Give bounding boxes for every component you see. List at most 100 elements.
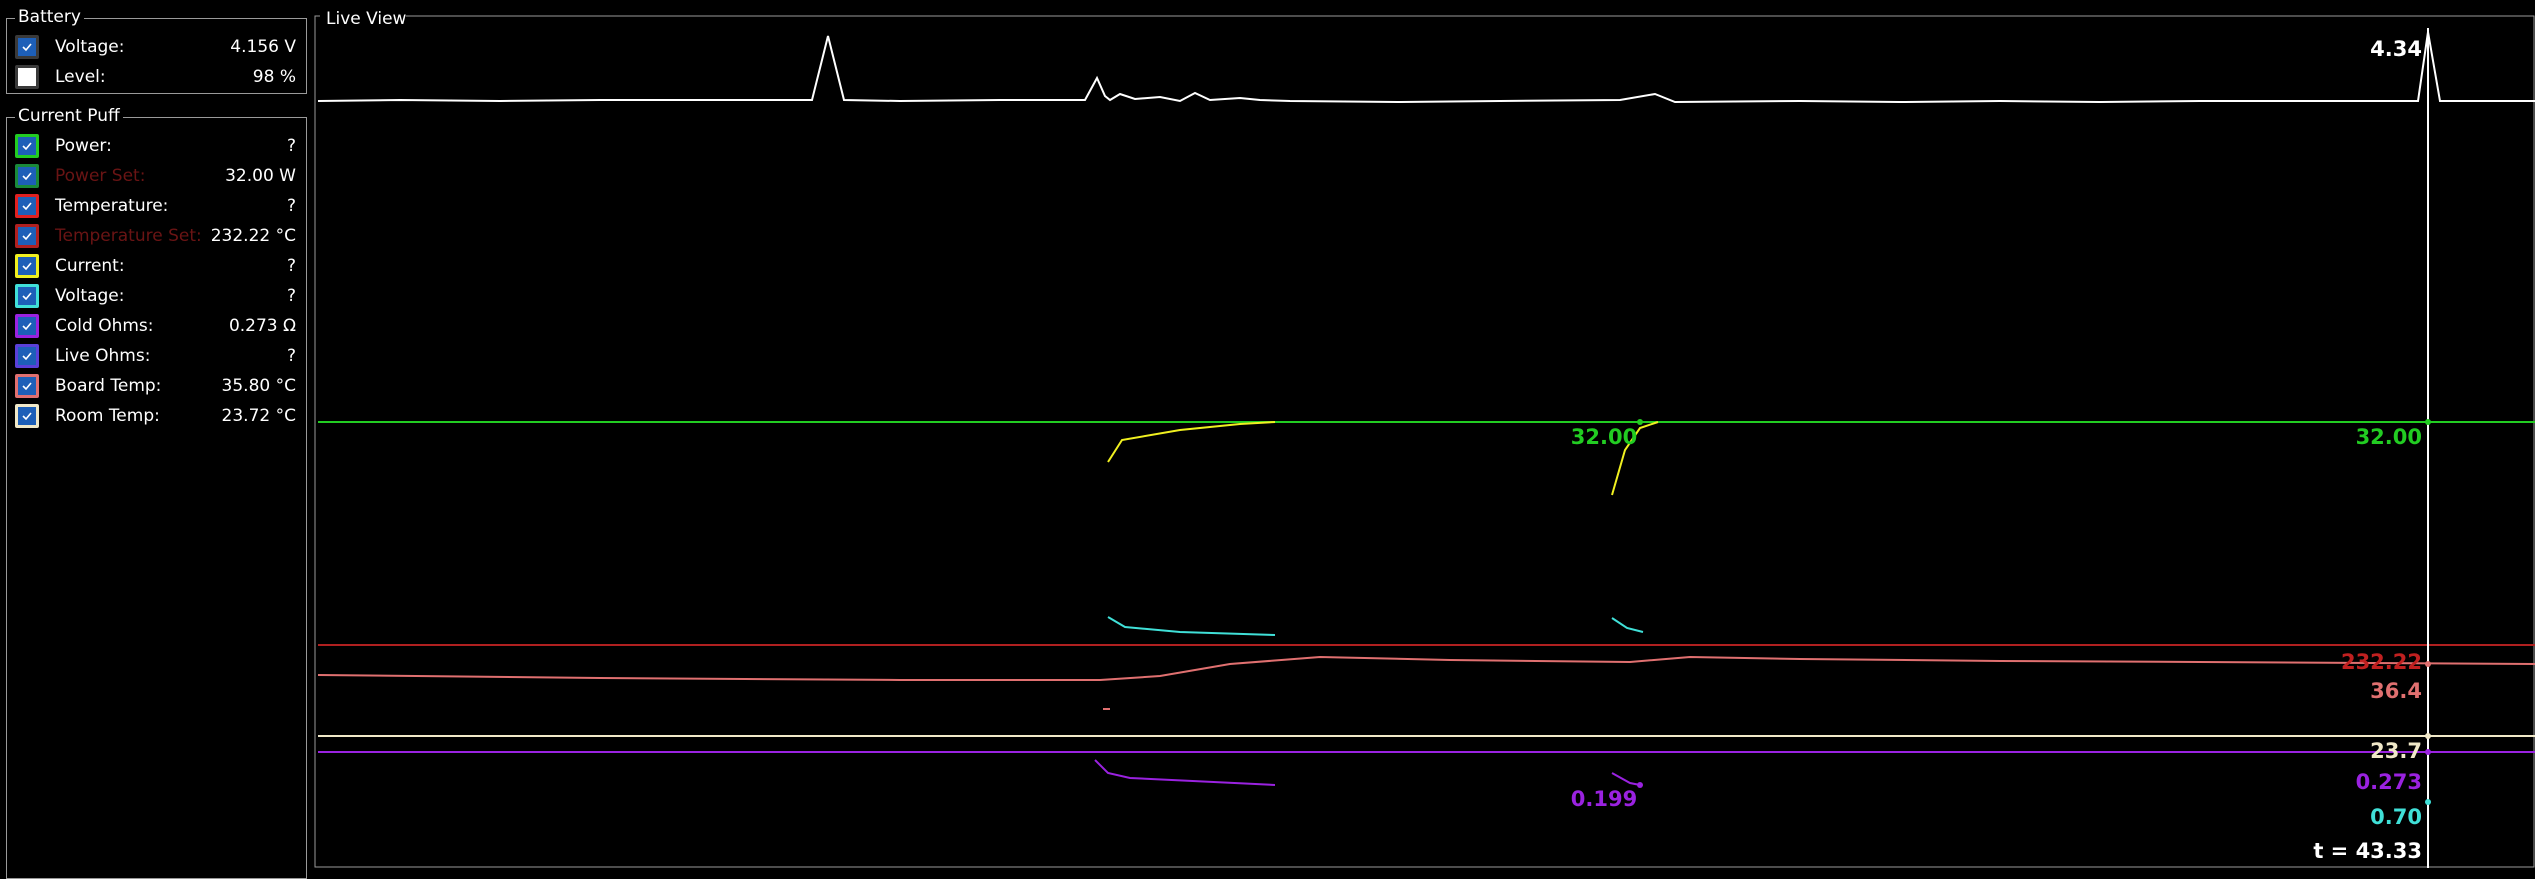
live-value-label: 4.34	[2370, 37, 2422, 61]
live-value-label: 0.70	[2370, 805, 2422, 829]
check-mark	[22, 322, 32, 331]
setting-label: Temperature:	[55, 196, 169, 216]
check-stroke	[22, 202, 32, 211]
setting-row: Current:?	[15, 254, 296, 280]
setting-label: Current:	[55, 256, 125, 276]
board-temp-trace	[317, 655, 2535, 681]
voltage-trace	[1611, 617, 1644, 633]
current-trace	[1107, 421, 1276, 463]
check-stroke	[22, 142, 32, 151]
trace-dot	[1637, 782, 1643, 788]
live-value-label: 232.22	[2341, 650, 2422, 674]
setting-value: ?	[286, 256, 296, 276]
check-mark	[22, 43, 32, 52]
setting-label: Level:	[55, 67, 106, 87]
checkbox[interactable]	[15, 134, 39, 158]
setting-row: Cold Ohms: 0.273 Ω	[15, 314, 296, 340]
cursor-dot	[2425, 749, 2431, 755]
battery-panel: Battery Voltage: 4.156 V Level: 98 %	[6, 7, 307, 94]
panel-title: Current Puff	[15, 106, 123, 126]
setting-label: Room Temp:	[55, 406, 160, 426]
setting-label: Voltage:	[55, 37, 125, 57]
live-view-frame	[314, 15, 2535, 868]
check-stroke	[22, 43, 32, 52]
live-ohms-trace	[1611, 772, 1641, 786]
cursor-dot	[2425, 419, 2431, 425]
trace-dot	[1637, 419, 1643, 425]
checkbox[interactable]	[15, 65, 39, 89]
setting-label: Temperature Set:	[55, 226, 202, 246]
check-mark	[22, 202, 32, 211]
setting-row: Power Set: 32.00 W	[15, 164, 296, 190]
live-value-label: 0.199	[1571, 787, 1637, 811]
setting-row: Board Temp: 35.80 °C	[15, 374, 296, 400]
setting-row: Temperature:?	[15, 194, 296, 220]
setting-row: Power:?	[15, 134, 296, 160]
live-value-label: 36.4	[2370, 679, 2422, 703]
setting-row: Temperature Set: 232.22 °C	[15, 224, 296, 250]
setting-label: Board Temp:	[55, 376, 162, 396]
checkbox[interactable]	[15, 374, 39, 398]
setting-value: ?	[286, 136, 296, 156]
voltage-trace	[1107, 616, 1276, 636]
setting-value: 35.80 °C	[221, 376, 296, 396]
checkbox[interactable]	[15, 224, 39, 248]
setting-label: Live Ohms:	[55, 346, 151, 366]
checkbox[interactable]	[15, 194, 39, 218]
check-stroke	[22, 232, 32, 241]
checkbox[interactable]	[15, 35, 39, 59]
setting-row: Live Ohms:?	[15, 344, 296, 370]
setting-label: Cold Ohms:	[55, 316, 154, 336]
setting-value: 23.72 °C	[221, 406, 296, 426]
checkbox[interactable]	[15, 254, 39, 278]
check-stroke	[22, 382, 32, 391]
setting-value: 4.156 V	[230, 37, 296, 57]
live-ohms-trace	[1094, 759, 1276, 786]
setting-row: Voltage:?	[15, 284, 296, 310]
live-view-title: Live View	[326, 9, 407, 29]
check-mark	[22, 292, 32, 301]
live-value-label: 0.273	[2356, 770, 2422, 794]
cursor-dot	[2425, 661, 2431, 667]
current-trace	[1611, 421, 1659, 496]
setting-label: Power Set:	[55, 166, 146, 186]
live-value-label: t = 43.33	[2313, 839, 2422, 863]
setting-value: 98 %	[252, 67, 296, 87]
checkbox[interactable]	[15, 344, 39, 368]
checkbox[interactable]	[15, 164, 39, 188]
check-stroke	[22, 322, 32, 331]
setting-row: Room Temp: 23.72 °C	[15, 404, 296, 430]
battery-voltage-trace	[317, 31, 2535, 104]
check-mark	[22, 382, 32, 391]
setting-label: Voltage:	[55, 286, 125, 306]
checkbox[interactable]	[15, 284, 39, 308]
setting-value: ?	[286, 346, 296, 366]
setting-value: ?	[286, 286, 296, 306]
current-puff-panel: Current Puff Power:? Power Set: 32.00 W Tem…	[6, 106, 307, 879]
checkbox[interactable]	[15, 314, 39, 338]
check-mark	[22, 412, 32, 421]
check-mark	[22, 232, 32, 241]
checkbox[interactable]	[15, 404, 39, 428]
cursor-dot	[2425, 733, 2431, 739]
setting-value: 0.273 Ω	[228, 316, 296, 336]
check-mark	[22, 172, 32, 181]
setting-value: 232.22 °C	[210, 226, 296, 246]
setting-value: 32.00 W	[225, 166, 296, 186]
setting-row: Voltage: 4.156 V	[15, 35, 296, 61]
panel-title: Battery	[15, 7, 84, 27]
live-value-label: 23.7	[2370, 739, 2422, 763]
setting-row: Level: 98 %	[15, 65, 296, 91]
check-stroke	[22, 412, 32, 421]
live-value-label: 32.00	[1571, 425, 1637, 449]
setting-value: ?	[286, 196, 296, 216]
check-mark	[22, 142, 32, 151]
cursor-dot	[2425, 799, 2431, 805]
check-stroke	[22, 352, 32, 361]
check-stroke	[22, 262, 32, 271]
title-backdrop	[320, 6, 406, 28]
check-mark	[22, 262, 32, 271]
check-stroke	[22, 292, 32, 301]
